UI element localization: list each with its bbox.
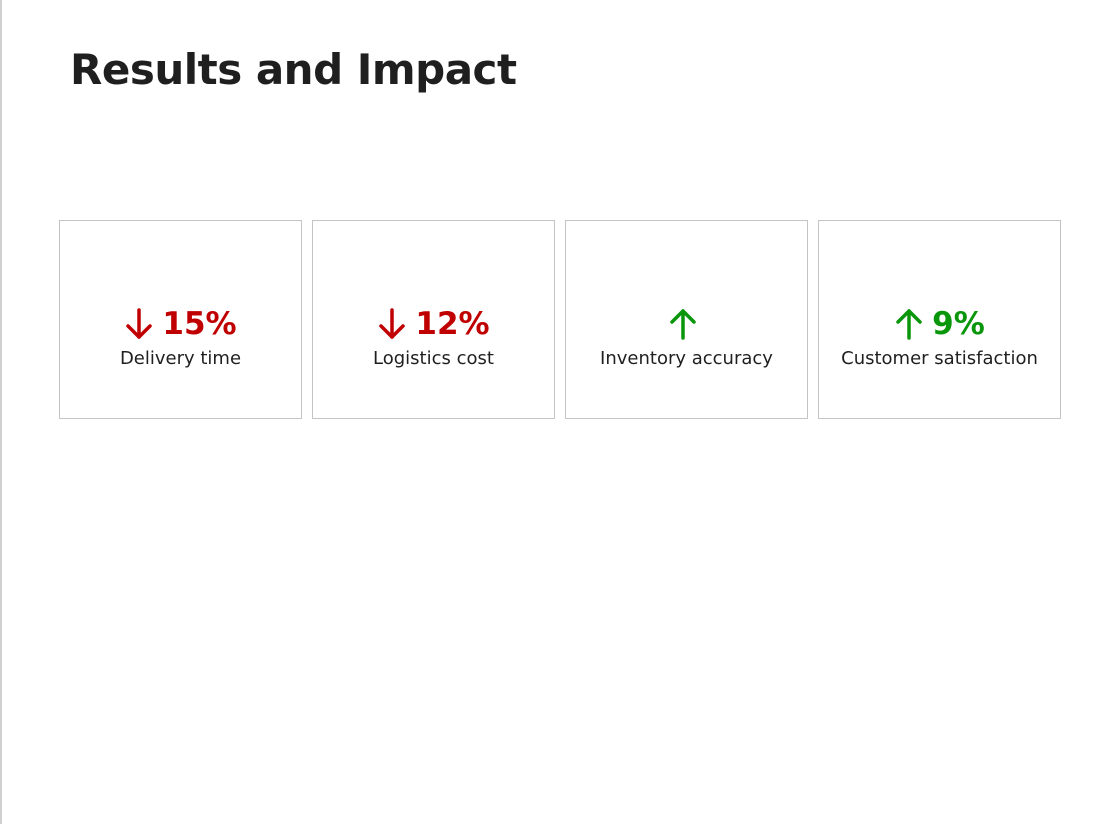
metric-card-customer-satisfaction: 9% Customer satisfaction — [818, 220, 1061, 419]
metric-label: Customer satisfaction — [841, 348, 1038, 369]
arrow-up-icon — [668, 307, 698, 341]
metric-row: 15% — [60, 305, 301, 343]
metric-label: Delivery time — [119, 348, 242, 369]
slide-title: Results and Impact — [70, 45, 517, 94]
metric-label: Inventory accuracy — [600, 348, 773, 369]
metric-row: 9% — [819, 305, 1060, 343]
metric-value: 9% — [932, 306, 985, 342]
metric-card-logistics-cost: 12% Logistics cost — [312, 220, 555, 419]
arrow-down-icon — [124, 307, 154, 341]
metric-card-inventory-accuracy: Inventory accuracy — [565, 220, 808, 419]
metric-row: 12% — [313, 305, 554, 343]
metric-value: 12% — [415, 306, 490, 342]
arrow-up-icon — [894, 307, 924, 341]
metric-row — [566, 305, 807, 343]
metric-value: 15% — [162, 306, 237, 342]
metric-card-delivery-time: 15% Delivery time — [59, 220, 302, 419]
arrow-down-icon — [377, 307, 407, 341]
metric-cards: 15% Delivery time 12% Logistics cost — [59, 220, 1061, 419]
metric-label: Logistics cost — [373, 348, 494, 369]
